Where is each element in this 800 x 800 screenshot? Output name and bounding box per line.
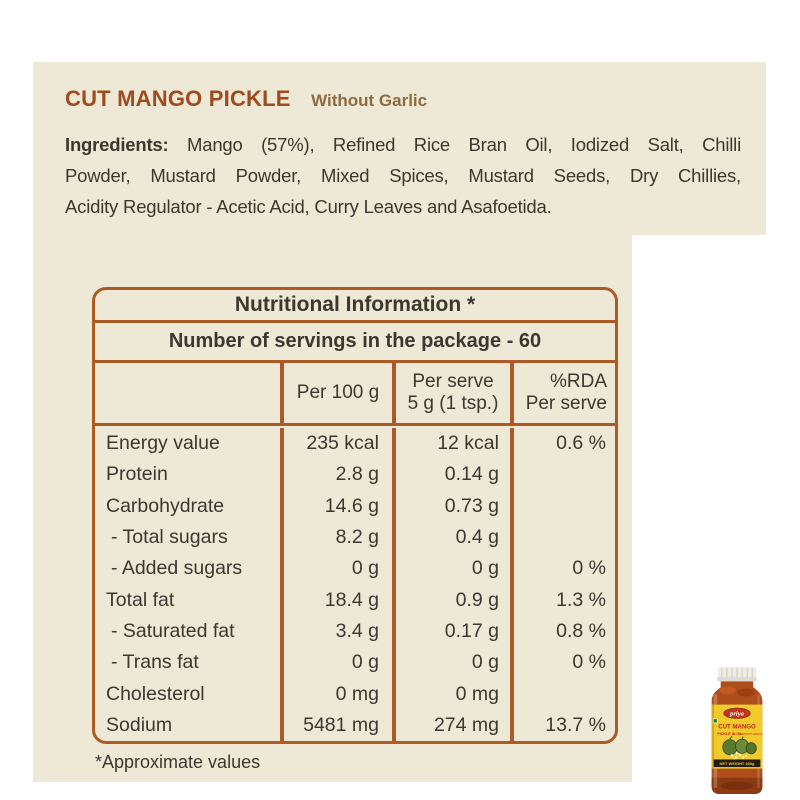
value-per-100g: 3.4 g (280, 615, 392, 648)
column-header-row: Per 100 g Per serve 5 g (1 tsp.) %RDA Pe… (95, 363, 615, 426)
nutrient-label: Protein (106, 463, 168, 486)
veg-mark-icon (712, 718, 718, 724)
nutrient-label: - Added sugars (111, 557, 243, 580)
column-header-per-serve: Per serve 5 g (1 tsp.) (392, 363, 510, 423)
subtitle: Without Garlic (311, 91, 428, 110)
value-rda-per-serve (510, 521, 615, 554)
nutrient-label: Total fat (106, 588, 175, 611)
column-header-per-100g: Per 100 g (280, 363, 392, 423)
brand-name: priya (729, 711, 745, 718)
value-per-100g: 2.8 g (280, 459, 392, 491)
value-per-100g: 235 kcal (280, 428, 392, 460)
value-per-serve: 0 g (392, 553, 510, 585)
value-per-100g: 0 g (280, 553, 392, 585)
brand-logo (723, 707, 751, 719)
nutrient-label: Energy value (106, 432, 220, 455)
value-rda-per-serve: 0 % (510, 647, 615, 679)
page-title: CUT MANGO PICKLE (65, 86, 291, 111)
net-weight-bar (713, 759, 761, 768)
ingredients-line: Ingredients: Mango (57%), Refined Rice B… (65, 129, 741, 160)
value-per-serve: 0 g (392, 647, 510, 679)
value-rda-per-serve (510, 678, 615, 710)
value-rda-per-serve (510, 459, 615, 491)
bottle-cap (717, 667, 757, 682)
value-per-serve: 12 kcal (392, 428, 510, 460)
value-per-100g: 0 mg (280, 678, 392, 710)
value-per-100g: 18.4 g (280, 584, 392, 616)
bottle-label: priya CUT MANGO PICKLE IN OIL (WITHOUT G… (711, 704, 763, 769)
table-title: Nutritional Information * (95, 290, 615, 323)
value-per-serve: 0.9 g (392, 584, 510, 616)
value-per-100g: 14.6 g (280, 490, 392, 522)
value-per-serve: 0 mg (392, 678, 510, 710)
value-per-serve: 0.73 g (392, 490, 510, 522)
mango-illustration (722, 735, 757, 761)
value-rda-per-serve: 0.8 % (510, 615, 615, 648)
nutrient-label: - Saturated fat (111, 619, 235, 642)
product-card-header-area (33, 62, 766, 235)
ingredients-label: Ingredients: (65, 134, 169, 155)
nutrient-label: - Trans fat (111, 651, 199, 674)
bottle-product-type: PICKLE IN OIL (717, 732, 743, 736)
ingredients-line: Powder, Mustard Powder, Mixed Spices, Mu… (65, 165, 741, 186)
value-rda-per-serve (510, 490, 615, 522)
value-per-100g: 8.2 g (280, 521, 392, 554)
ingredients-section: Ingredients: Mango (57%), Refined Rice B… (65, 129, 741, 222)
nutrient-label: Sodium (106, 713, 173, 736)
value-rda-per-serve: 13.7 % (510, 709, 615, 741)
ingredients-text: Mango (57%), Refined Rice Bran Oil, Iodi… (187, 134, 741, 155)
header-row: CUT MANGO PICKLE Without Garlic (65, 86, 765, 112)
product-bottle-image: priya CUT MANGO PICKLE IN OIL (WITHOUT G… (709, 666, 765, 795)
value-per-serve: 0.14 g (392, 459, 510, 491)
table-body: Energy value 235 kcal 12 kcal 0.6 % Prot… (95, 426, 615, 741)
column-header-blank (95, 363, 280, 423)
value-rda-per-serve: 1.3 % (510, 584, 615, 616)
nutrition-table: Nutritional Information * Number of serv… (92, 287, 618, 744)
nutrient-label: Carbohydrate (106, 494, 225, 517)
value-per-100g: 5481 mg (280, 709, 392, 741)
value-per-serve: 274 mg (392, 709, 510, 741)
footnote: *Approximate values (95, 752, 261, 772)
bottle-product-variant: (WITHOUT GARLIC) (740, 733, 763, 736)
value-rda-per-serve: 0 % (510, 553, 615, 585)
nutrient-label: - Total sugars (111, 526, 228, 549)
value-per-serve: 0.4 g (392, 521, 510, 554)
value-per-100g: 0 g (280, 647, 392, 679)
bottle-product-name: CUT MANGO (718, 723, 756, 730)
servings-row: Number of servings in the package - 60 (95, 323, 615, 363)
column-header-rda: %RDA Per serve (510, 363, 615, 423)
net-weight-text: NET WEIGHT 300g (720, 761, 756, 766)
value-rda-per-serve: 0.6 % (510, 428, 615, 460)
value-per-serve: 0.17 g (392, 615, 510, 648)
nutrient-label: Cholesterol (106, 682, 205, 705)
ingredients-line: Acidity Regulator - Acetic Acid, Curry L… (65, 196, 552, 217)
